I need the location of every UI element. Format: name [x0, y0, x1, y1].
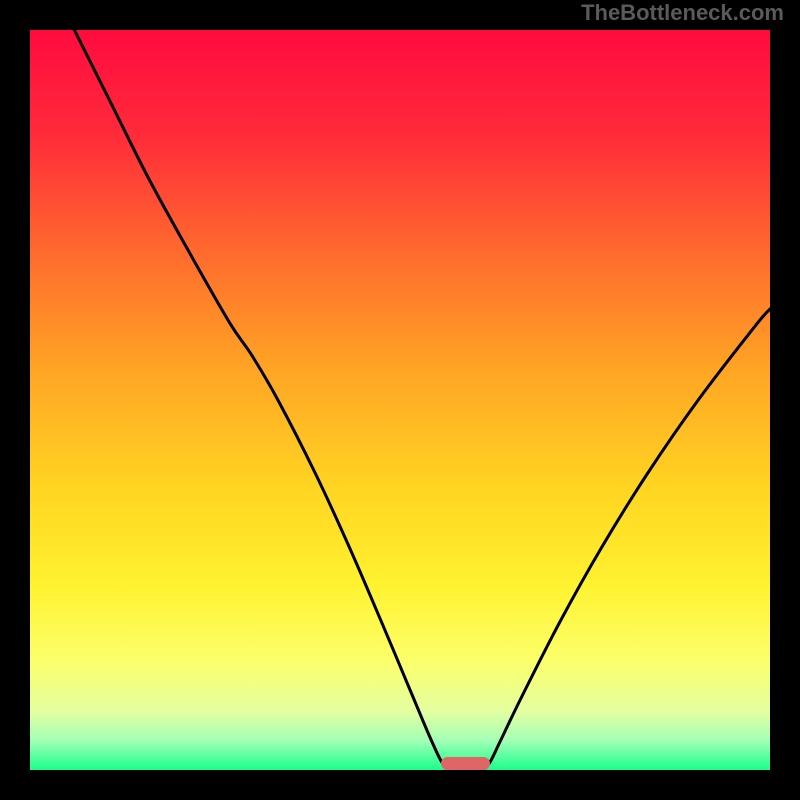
canvas-root: TheBottleneck.com	[0, 0, 800, 800]
attribution-text: TheBottleneck.com	[581, 0, 784, 26]
minimum-marker	[441, 757, 490, 770]
plot-area	[30, 30, 770, 770]
bottleneck-curve	[30, 30, 770, 770]
curve-path	[74, 30, 770, 770]
